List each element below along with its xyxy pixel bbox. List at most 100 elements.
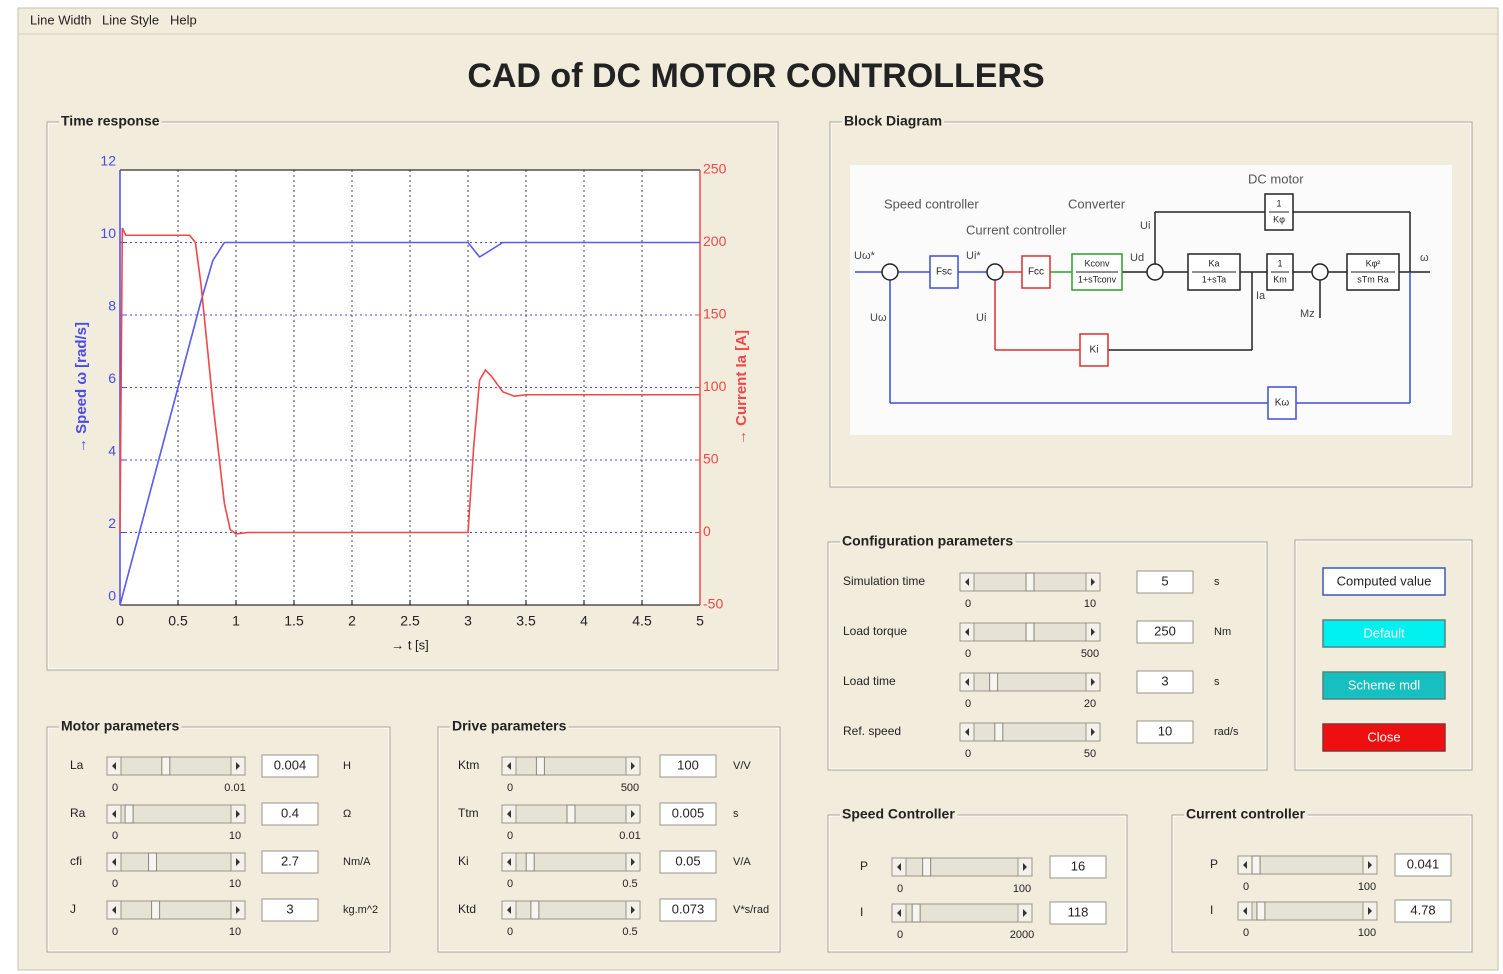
value-box[interactable]	[1394, 899, 1452, 923]
value-box[interactable]	[659, 754, 717, 778]
param-label: La	[70, 758, 84, 772]
arrow-icon	[112, 762, 116, 770]
value-box[interactable]	[261, 850, 319, 874]
panel-frame-inner	[47, 122, 778, 670]
value-box[interactable]	[659, 850, 717, 874]
value-box[interactable]	[1049, 901, 1107, 925]
slider-thumb[interactable]	[1256, 901, 1266, 921]
value-box[interactable]	[261, 802, 319, 826]
slider-thumb[interactable]	[148, 852, 158, 872]
value-text[interactable]: 0.041	[1407, 856, 1440, 871]
slider-max: 10	[229, 926, 241, 938]
slider-thumb[interactable]	[1025, 572, 1035, 592]
slider-track[interactable]	[959, 672, 1101, 692]
arrow-icon	[897, 909, 901, 917]
x-tick-label: 2.5	[400, 613, 420, 629]
slider-thumb[interactable]	[1025, 622, 1035, 642]
value-text[interactable]: 100	[677, 757, 699, 772]
value-text[interactable]: 0.005	[672, 805, 705, 820]
panel-title: Speed Controller	[842, 806, 955, 822]
panel-frame-inner	[1295, 540, 1472, 770]
slider-track[interactable]	[501, 756, 641, 776]
menu-item[interactable]: Help	[170, 12, 197, 27]
slider-track[interactable]	[891, 857, 1033, 877]
arrow-icon	[507, 762, 511, 770]
slider-thumb[interactable]	[530, 900, 540, 920]
value-box[interactable]	[659, 898, 717, 922]
slider-thumb[interactable]	[994, 722, 1004, 742]
slider-thumb[interactable]	[535, 756, 545, 776]
block-label: Fsc	[936, 267, 952, 278]
slider-track[interactable]	[106, 852, 246, 872]
slider-max: 500	[621, 782, 639, 794]
button-label[interactable]: Computed value	[1337, 573, 1432, 588]
value-text[interactable]: 3	[1161, 673, 1168, 688]
arrow-icon	[631, 762, 635, 770]
value-box[interactable]	[1136, 720, 1194, 744]
slider-thumb[interactable]	[911, 903, 921, 923]
value-text[interactable]: 5	[1161, 573, 1168, 588]
value-box[interactable]	[1136, 570, 1194, 594]
arrow-icon	[1368, 861, 1372, 869]
panel-frame	[829, 121, 1473, 488]
value-text[interactable]: 4.78	[1410, 902, 1435, 917]
x-tick-label: 4	[580, 613, 588, 629]
slider-max: 100	[1358, 927, 1376, 939]
x-tick-label: 0	[116, 613, 124, 629]
slider-thumb[interactable]	[124, 804, 134, 824]
value-text[interactable]: 16	[1071, 858, 1085, 873]
arrow-icon	[236, 858, 240, 866]
arrow-icon	[965, 628, 969, 636]
slider-thumb[interactable]	[151, 900, 161, 920]
value-box[interactable]	[261, 754, 319, 778]
block-label: Fcc	[1028, 267, 1044, 278]
slider-min: 0	[897, 929, 903, 941]
value-box[interactable]	[1136, 620, 1194, 644]
slider-thumb[interactable]	[1251, 855, 1261, 875]
slider-max: 10	[229, 830, 241, 842]
value-box[interactable]	[1394, 853, 1452, 877]
value-box[interactable]	[1049, 855, 1107, 879]
value-text[interactable]: 0.05	[675, 853, 700, 868]
slider-track[interactable]	[501, 900, 641, 920]
button[interactable]	[1322, 619, 1446, 648]
slider-min: 0	[112, 830, 118, 842]
menu-item[interactable]: Line Width	[30, 12, 91, 27]
unit-label: rad/s	[1214, 726, 1239, 738]
value-text[interactable]: 118	[1068, 904, 1089, 919]
slider-track[interactable]	[959, 722, 1101, 742]
menu-item[interactable]: Line Style	[102, 12, 159, 27]
value-text[interactable]: 0.004	[274, 757, 307, 772]
value-box[interactable]	[261, 898, 319, 922]
slider-track[interactable]	[501, 852, 641, 872]
slider-thumb[interactable]	[566, 804, 576, 824]
button-label[interactable]: Default	[1363, 625, 1405, 640]
value-box[interactable]	[659, 802, 717, 826]
slider-track[interactable]	[106, 756, 246, 776]
slider-thumb[interactable]	[989, 672, 999, 692]
y-tick-label: 0	[108, 588, 116, 604]
unit-label: V/V	[733, 760, 751, 772]
panel-frame-inner	[828, 542, 1267, 770]
button[interactable]	[1322, 671, 1446, 700]
slider-track[interactable]	[106, 900, 246, 920]
button[interactable]	[1322, 567, 1446, 596]
y2-tick-label: -50	[703, 596, 723, 612]
value-text[interactable]: 250	[1154, 623, 1176, 638]
value-text[interactable]: 3	[286, 901, 293, 916]
button[interactable]	[1322, 723, 1446, 752]
value-text[interactable]: 10	[1158, 723, 1172, 738]
y-axis-label: → Speed ω [rad/s]	[73, 322, 90, 453]
param-label: J	[70, 902, 76, 916]
button-label[interactable]: Close	[1367, 729, 1400, 744]
value-text[interactable]: 0.4	[281, 805, 299, 820]
slider-thumb[interactable]	[525, 852, 535, 872]
value-text[interactable]: 2.7	[281, 853, 299, 868]
slider-thumb[interactable]	[161, 756, 171, 776]
button-label[interactable]: Scheme mdl	[1348, 677, 1420, 692]
x-tick-label: 1.5	[284, 613, 304, 629]
value-box[interactable]	[1136, 670, 1194, 694]
slider-thumb[interactable]	[922, 857, 932, 877]
slider-max: 0.5	[622, 878, 637, 890]
value-text[interactable]: 0.073	[672, 901, 705, 916]
